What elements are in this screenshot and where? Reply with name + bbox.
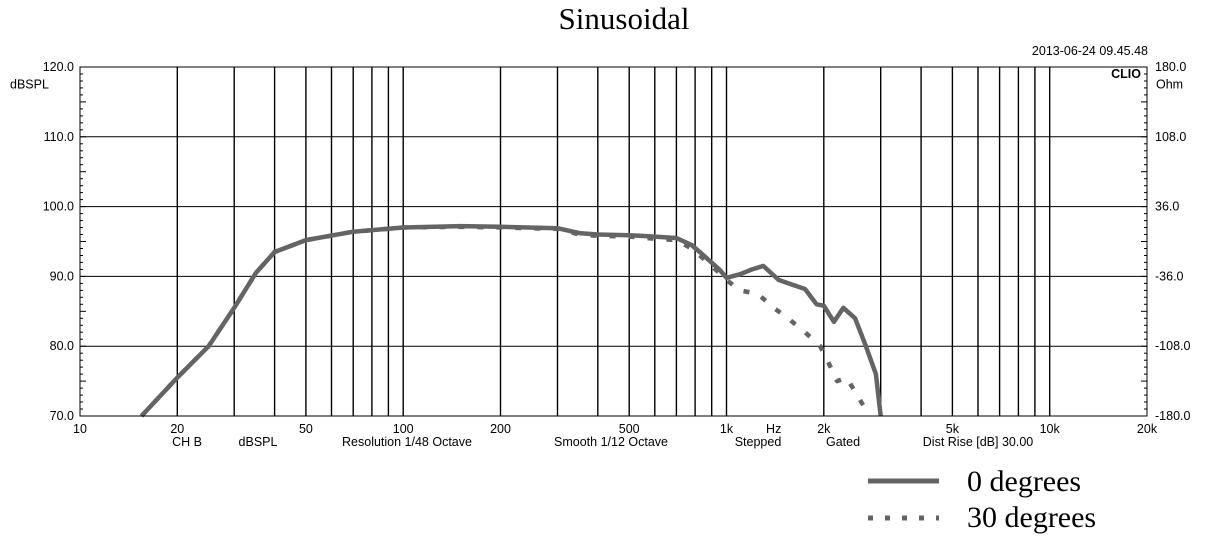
- x-tick-label: 2k: [817, 422, 831, 436]
- curves: [139, 223, 883, 418]
- series-0-degrees: [139, 223, 883, 418]
- x-tick-label: 20: [170, 422, 184, 436]
- x-tick-label: 100: [393, 422, 414, 436]
- y-tick-label: 100.0: [43, 200, 74, 214]
- x-tick-label: 1k: [720, 422, 734, 436]
- plot-area: [80, 67, 1147, 416]
- info-resolution: Resolution 1/48 Octave: [342, 435, 472, 449]
- x-tick-label: 200: [490, 422, 511, 436]
- y-tick-label: 110.0: [44, 130, 74, 144]
- info-line: CH B dBSPL Resolution 1/48 Octave Smooth…: [172, 435, 1033, 449]
- y2-tick-label: 36.0: [1155, 200, 1179, 214]
- y-tick-label: 90.0: [50, 269, 74, 283]
- info-channel: CH B: [172, 435, 202, 449]
- legend-label-0deg: 0 degrees: [967, 465, 1081, 498]
- x-tick-label: 500: [619, 422, 640, 436]
- x-tick-label: 20k: [1137, 422, 1158, 436]
- y2-tick-label: -180.0: [1155, 409, 1190, 423]
- y-axis-label: dBSPL: [10, 77, 49, 91]
- y2-axis-label: Ohm: [1156, 77, 1183, 91]
- timestamp: 2013-06-24 09.45.48: [1032, 44, 1148, 58]
- plot-frame: [79, 66, 1148, 417]
- info-dist: Dist Rise [dB] 30.00: [923, 435, 1034, 449]
- legend-label-30deg: 30 degrees: [967, 501, 1096, 534]
- x-tick-label: 10k: [1040, 422, 1061, 436]
- grid: [80, 67, 1147, 416]
- y-tick-label: 80.0: [50, 339, 74, 353]
- y-axis-right: 180.0 108.0 36.0 -36.0 -108.0 -180.0: [1155, 60, 1190, 423]
- x-unit-label: Hz: [766, 422, 781, 436]
- y2-tick-label: 108.0: [1155, 130, 1186, 144]
- brand-label: CLIO: [1111, 67, 1141, 81]
- x-tick-label: 10: [73, 422, 87, 436]
- info-mode: Stepped: [735, 435, 782, 449]
- y2-tick-label: -36.0: [1155, 269, 1184, 283]
- y-tick-label: 120.0: [43, 60, 74, 74]
- x-tick-label: 50: [299, 422, 313, 436]
- y2-tick-label: 180.0: [1155, 60, 1186, 74]
- x-axis: 10 20 50 100 200 500 1k 2k 5k 10k 20k: [73, 422, 1158, 436]
- y-tick-label: 70.0: [50, 409, 74, 423]
- x-tick-label: 5k: [946, 422, 960, 436]
- info-smooth: Smooth 1/12 Octave: [554, 435, 668, 449]
- info-unit: dBSPL: [239, 435, 278, 449]
- y2-tick-label: -108.0: [1155, 339, 1190, 353]
- legend: 0 degrees 30 degrees: [868, 465, 1096, 534]
- info-gate: Gated: [826, 435, 860, 449]
- y-axis-left: 120.0 110.0 100.0 90.0 80.0 70.0: [43, 60, 74, 423]
- chart-title: Sinusoidal: [559, 1, 690, 36]
